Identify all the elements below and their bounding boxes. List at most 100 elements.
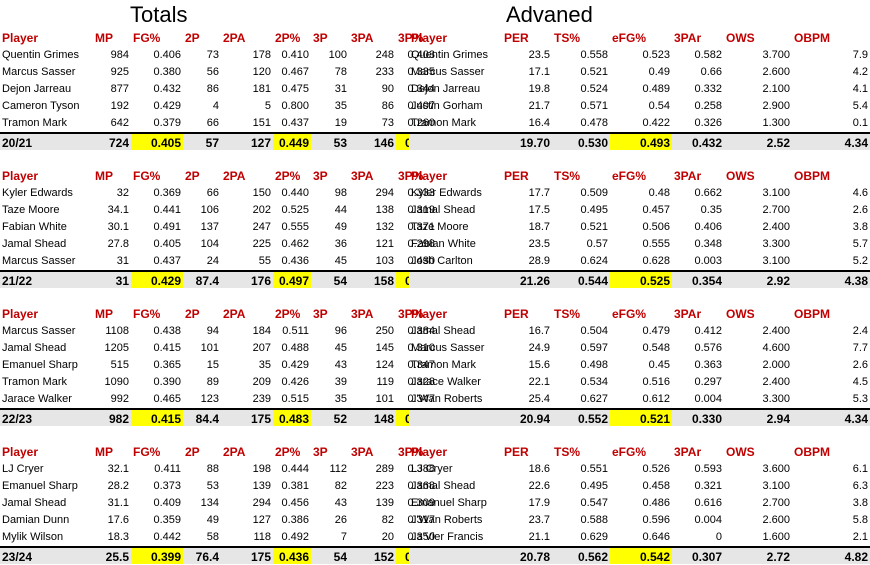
stat-cell: 0.410 [281, 49, 309, 61]
totals-table-3: Player MP FG% 2P 2PA 2P% 3P 3PA 3P% Marcus Sasser… [0, 306, 437, 426]
stat-cell: 43 [334, 359, 347, 371]
stat-cell: 34.1 [107, 204, 129, 216]
column-header: 2P% [275, 31, 301, 45]
stat-cell: 0.411 [154, 463, 181, 475]
stat-cell: 3.700 [762, 49, 790, 61]
stat-cell: 178 [252, 49, 271, 61]
stat-cell: 134 [200, 497, 219, 509]
stat-cell: 90 [381, 83, 394, 95]
stat-cell: 0.489 [642, 83, 670, 95]
stat-cell: 43 [334, 497, 347, 509]
stat-cell: 0.511 [282, 325, 309, 337]
stat-cell: 0.258 [694, 100, 722, 112]
stat-cell: 30.1 [107, 221, 129, 233]
stat-cell: 0.45 [648, 359, 670, 371]
stat-cell: 0.319 [407, 204, 435, 216]
column-header: 3P% [398, 445, 424, 459]
stat-cell: 89 [206, 376, 219, 388]
season-label [409, 270, 502, 288]
column-header: PER [504, 445, 529, 459]
column-header: 2P [185, 307, 200, 321]
stat-cell: 32.1 [107, 463, 129, 475]
stat-cell: 7.9 [852, 49, 868, 61]
stat-cell: 2.600 [762, 514, 790, 526]
column-header: 3PA [351, 31, 374, 45]
stat-cell: 0.458 [642, 480, 670, 492]
total-cell: 25.5 [93, 546, 131, 564]
stat-cell: 94 [206, 325, 219, 337]
player-name: Jarace Walker [2, 393, 72, 405]
stat-cell: 4.6 [852, 187, 868, 199]
column-header: 2P [185, 169, 200, 183]
stat-cell: 225 [252, 238, 271, 250]
stat-cell: 96 [334, 325, 347, 337]
stat-cell: 202 [252, 204, 271, 216]
column-header: Player [2, 445, 39, 459]
stat-cell: 0.475 [281, 83, 309, 95]
stat-cell: 15 [206, 359, 219, 371]
total-cell: 4.34 [792, 408, 870, 426]
stat-cell: 2.000 [762, 359, 790, 371]
stat-cell: 36 [334, 238, 347, 250]
column-header: Player [2, 31, 39, 45]
stat-cell: 0.386 [281, 514, 309, 526]
stat-cell: 35 [334, 393, 347, 405]
stat-cell: 3.300 [762, 238, 790, 250]
player-name: Damian Dunn [2, 514, 70, 526]
stat-cell: 23.5 [528, 49, 550, 61]
stat-cell: 58 [206, 531, 219, 543]
stat-cell: 104 [200, 238, 219, 250]
stat-cell: 642 [110, 117, 129, 129]
stat-cell: 0.479 [642, 325, 670, 337]
column-header: FG% [133, 169, 161, 183]
stat-cell: 0.506 [642, 221, 670, 233]
season-label: 22/23 [0, 408, 93, 426]
stat-cell: 24.9 [528, 342, 550, 354]
stat-cell: 17.5 [528, 204, 550, 216]
stat-cell: 25.4 [528, 393, 550, 405]
stat-cell: 101 [375, 393, 394, 405]
stat-cell: 2.6 [852, 204, 868, 216]
stat-cell: 0.571 [580, 100, 608, 112]
player-name: Justin Gorham [411, 100, 483, 112]
stat-cell: 27.8 [107, 238, 129, 250]
stat-cell: 0.415 [153, 342, 181, 354]
player-name: J'Wan Roberts [411, 514, 483, 526]
total-cell: 76.4 [183, 546, 221, 564]
stat-cell: 0.407 [407, 100, 435, 112]
player-name: J'Wan Roberts [411, 393, 483, 405]
stat-cell: 0.365 [153, 359, 181, 371]
stat-cell: 0.432 [153, 83, 181, 95]
column-header: MP [95, 169, 113, 183]
stat-cell: 53 [206, 480, 219, 492]
stat-cell: 4.1 [852, 83, 868, 95]
stat-cell: 2.700 [762, 204, 790, 216]
stat-cell: 0.646 [642, 531, 670, 543]
column-header: PER [504, 31, 529, 45]
column-header: 3P% [398, 307, 424, 321]
stat-cell: 0.526 [642, 463, 670, 475]
stat-cell: 0.629 [580, 531, 608, 543]
stat-cell: 56 [206, 66, 219, 78]
stat-cell: 6.1 [852, 463, 868, 475]
total-cell: 4.38 [792, 270, 870, 288]
stat-cell: 4.2 [852, 66, 868, 78]
stat-cell: 7.7 [852, 342, 868, 354]
total-cell: 146 [349, 132, 396, 150]
stat-cell: 0.380 [153, 66, 181, 78]
season-label [409, 132, 502, 150]
stat-cell: 0.409 [153, 497, 181, 509]
player-name: Tramon Mark [411, 359, 476, 371]
totals-table-4: Player MP FG% 2P 2PA 2P% 3P 3PA 3P% LJ Cryer 32.1 0… [0, 444, 437, 564]
stat-cell: 18.7 [528, 221, 550, 233]
column-header: 2P% [275, 307, 301, 321]
stat-cell: 124 [375, 359, 394, 371]
stat-cell: 5.7 [852, 238, 868, 250]
column-header: Player [2, 169, 39, 183]
stat-cell: 3.300 [762, 393, 790, 405]
total-cell: 0.525 [610, 270, 672, 288]
stat-cell: 984 [110, 49, 129, 61]
stat-cell: 16.4 [528, 117, 550, 129]
column-header: OWS [726, 169, 755, 183]
player-name: Jamal Shead [2, 497, 67, 509]
